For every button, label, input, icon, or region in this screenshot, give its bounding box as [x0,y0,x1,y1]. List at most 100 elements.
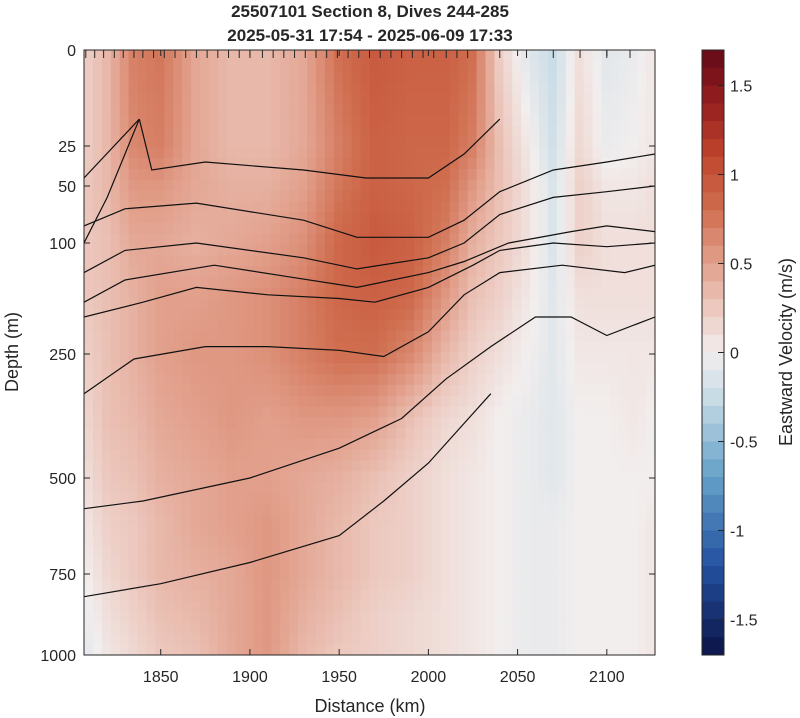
heatmap-cell [289,363,299,375]
heatmap-cell [208,536,219,548]
heatmap-cell [646,179,655,192]
heatmap-cell [539,438,549,451]
heatmap-cell [208,374,219,386]
colorbar-tick-label: -1 [730,523,744,540]
heatmap-cell [440,557,451,570]
heatmap-cell [315,471,326,483]
heatmap-cell [217,482,228,494]
heatmap-cell [84,622,94,634]
heatmap-cell [565,255,576,267]
heatmap-cell [494,136,504,148]
heatmap-cell [244,536,255,548]
heatmap-cell [262,633,272,645]
heatmap-cell [530,622,540,634]
heatmap-cell [253,536,264,548]
heatmap-cell [164,244,174,256]
heatmap-cell [574,320,585,332]
heatmap-cell [628,82,638,94]
heatmap-cell [289,212,299,224]
heatmap-cell [539,622,549,634]
heatmap-cell [440,158,451,170]
heatmap-cell [128,525,139,537]
heatmap-cell [646,233,655,246]
heatmap-cell [226,212,237,224]
heatmap-cell [494,82,504,94]
heatmap-cell [610,287,620,300]
heatmap-cell [226,546,237,559]
heatmap-cell [440,460,451,472]
heatmap-cell [530,244,540,256]
heatmap-cell [315,190,326,202]
heatmap-cell [387,298,397,310]
heatmap-cell [164,611,174,624]
heatmap-cell [637,622,647,634]
heatmap-cell [467,330,478,343]
heatmap-cell [351,233,362,246]
heatmap-cell [610,136,620,148]
heatmap-cell [333,266,344,278]
heatmap-cell [521,395,531,408]
heatmap-cell [315,568,326,580]
heatmap-cell [226,449,237,462]
heatmap-cell [244,190,255,202]
heatmap-cell [298,298,308,310]
heatmap-cell [449,104,460,116]
heatmap-cell [182,82,192,94]
heatmap-cell [351,147,362,159]
heatmap-cell [324,363,335,375]
heatmap-cell [155,395,165,408]
heatmap-cell [476,492,487,505]
heatmap-cell [565,471,576,483]
heatmap-cell [298,384,308,397]
heatmap-cell [351,352,362,364]
heatmap-cell [298,492,308,505]
heatmap-cell [146,633,156,645]
heatmap-cell [414,536,424,548]
heatmap-cell [289,71,299,84]
heatmap-cell [592,384,603,397]
colorbar-band [702,405,724,425]
heatmap-cell [271,590,281,602]
heatmap-cell [360,71,371,84]
heatmap-cell [592,298,603,310]
heatmap-cell [315,201,326,213]
heatmap-cell [583,168,594,181]
heatmap-cell [92,147,103,159]
heatmap-cell [235,266,246,278]
heatmap-cell [119,395,130,408]
heatmap-cell [280,60,290,73]
heatmap-cell [342,341,353,354]
heatmap-cell [458,93,469,105]
heatmap-cell [628,168,638,181]
heatmap-cell [262,179,272,192]
heatmap-cell [449,222,460,235]
heatmap-cell [556,71,567,84]
heatmap-cell [271,114,281,127]
heatmap-cell [646,363,655,375]
heatmap-cell [637,471,647,483]
heatmap-cell [155,125,165,138]
heatmap-cell [619,406,629,418]
heatmap-cell [369,309,380,321]
heatmap-cell [449,536,460,548]
heatmap-cell [84,287,94,300]
heatmap-cell [592,222,603,235]
heatmap-cell [485,644,495,655]
heatmap-cell [182,460,192,472]
heatmap-cell [539,82,549,94]
heatmap-cell [396,514,406,526]
heatmap-cell [217,330,228,343]
heatmap-cell [137,147,148,159]
heatmap-cell [360,212,371,224]
heatmap-cell [387,212,397,224]
heatmap-cell [226,557,237,570]
heatmap-cell [619,503,629,516]
heatmap-cell [467,568,478,580]
heatmap-cell [271,222,281,235]
heatmap-cell [610,438,620,451]
heatmap-cell [503,147,513,159]
heatmap-cell [369,147,380,159]
contour-line [138,118,501,179]
heatmap-cell [119,287,130,300]
heatmap-cell [235,568,246,580]
